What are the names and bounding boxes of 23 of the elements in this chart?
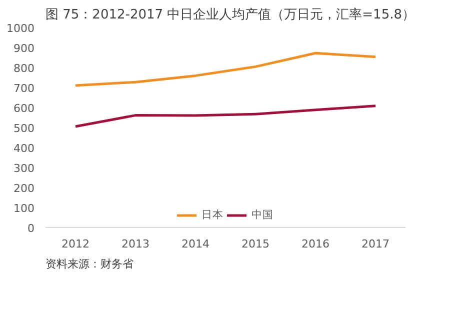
y-tick-label: 800 xyxy=(14,62,35,75)
y-tick-label: 400 xyxy=(14,142,35,155)
y-tick-label: 1000 xyxy=(6,22,35,35)
y-tick-label: 900 xyxy=(14,42,35,55)
y-tick-label: 300 xyxy=(14,162,35,175)
y-tick-label: 600 xyxy=(14,102,35,115)
y-tick-label: 100 xyxy=(14,202,35,215)
x-tick-label: 2014 xyxy=(182,238,210,250)
line-series xyxy=(74,52,377,87)
y-tick-label: 0 xyxy=(28,222,34,235)
x-tick-label: 2013 xyxy=(122,238,150,250)
text: 资料来源：财务省 xyxy=(46,258,134,270)
x-tick-label: 2012 xyxy=(62,238,90,250)
x-tick-label: 2016 xyxy=(302,238,330,250)
chart-title: 图 75：2012-2017 中日企业人均产值（万日元，汇率=15.8） xyxy=(46,6,416,22)
line-series xyxy=(74,104,377,128)
y-tick-label: 500 xyxy=(14,122,35,135)
x-tick-label: 2015 xyxy=(242,238,270,250)
y-tick-label: 200 xyxy=(14,182,35,195)
x-tick-label: 2017 xyxy=(362,238,390,250)
legend-label: 日本 xyxy=(202,208,224,222)
legend-label: 中国 xyxy=(252,208,274,222)
y-tick-label: 700 xyxy=(14,82,35,95)
